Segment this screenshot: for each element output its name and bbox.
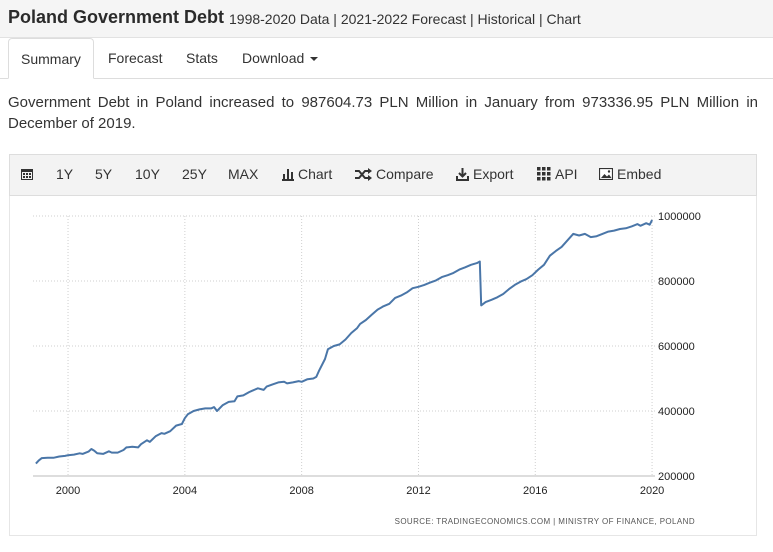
x-axis: 2000 2004 2008 2012 2016 2020 <box>56 485 665 497</box>
header: Poland Government Debt 1998-2020 Data | … <box>0 0 773 38</box>
chart-container: 200000 400000 600000 800000 1000000 2000 2004… <box>9 196 757 536</box>
tab-download-label: Download <box>242 50 305 66</box>
api-label: API <box>555 166 578 182</box>
chart-source: SOURCE: TRADINGECONOMICS.COM | MINISTRY … <box>395 517 695 526</box>
api-button[interactable]: API <box>537 166 578 182</box>
range-5y-label: 5Y <box>95 166 113 182</box>
chart-toolbar: 1Y 5Y 10Y 25Y MAX Chart Compare Export A… <box>9 154 757 196</box>
calendar-icon <box>21 169 33 180</box>
description: Government Debt in Poland increased to 9… <box>8 94 758 132</box>
bar-chart-icon <box>282 168 294 181</box>
chart-button[interactable]: Chart <box>282 166 332 182</box>
range-1y-label: 1Y <box>56 166 74 182</box>
tab-stats-label: Stats <box>186 50 218 66</box>
x-tick-label: 2016 <box>523 485 547 497</box>
range-5y-button[interactable]: 5Y <box>95 166 112 182</box>
page-title: Poland Government Debt <box>8 7 225 27</box>
range-10y-label: 10Y <box>135 166 160 182</box>
page-subtitle[interactable]: 1998-2020 Data | 2021-2022 Forecast | Hi… <box>229 11 581 27</box>
x-tick-label: 2008 <box>289 485 313 497</box>
tab-bar: Summary Forecast Stats Download <box>0 38 773 79</box>
export-button[interactable]: Export <box>456 166 513 182</box>
range-max-label: MAX <box>228 166 259 182</box>
export-label: Export <box>473 166 514 182</box>
compare-button[interactable]: Compare <box>354 166 434 182</box>
range-max-button[interactable]: MAX <box>228 166 258 182</box>
tab-download[interactable]: Download <box>242 38 319 79</box>
x-tick-label: 2000 <box>56 485 80 497</box>
y-tick-label: 400000 <box>658 406 695 418</box>
x-tick-label: 2012 <box>406 485 430 497</box>
y-tick-label: 800000 <box>658 276 695 288</box>
embed-button[interactable]: Embed <box>599 166 661 182</box>
download-icon <box>456 168 469 181</box>
range-1y-button[interactable]: 1Y <box>56 166 73 182</box>
range-25y-label: 25Y <box>182 166 207 182</box>
y-axis: 200000 400000 600000 800000 1000000 <box>658 211 701 483</box>
tab-stats[interactable]: Stats <box>186 38 218 79</box>
tab-summary-label: Summary <box>21 51 81 67</box>
x-tick-label: 2020 <box>640 485 664 497</box>
shuffle-icon <box>355 167 372 181</box>
grid-icon <box>537 167 551 181</box>
chart-grid <box>33 215 655 477</box>
series-line <box>35 219 653 465</box>
y-tick-label: 600000 <box>658 341 695 353</box>
tab-forecast[interactable]: Forecast <box>108 38 162 79</box>
x-tick-label: 2004 <box>173 485 197 497</box>
y-tick-label: 200000 <box>658 471 695 483</box>
chart-svg: 200000 400000 600000 800000 1000000 2000 2004… <box>33 211 701 526</box>
compare-label: Compare <box>376 166 434 182</box>
image-icon <box>599 168 613 180</box>
y-tick-label: 1000000 <box>658 211 701 223</box>
embed-label: Embed <box>617 166 662 182</box>
calendar-button[interactable] <box>20 167 38 181</box>
tab-forecast-label: Forecast <box>108 50 163 66</box>
caret-down-icon <box>310 57 319 62</box>
chart-label: Chart <box>298 166 333 182</box>
tab-summary[interactable]: Summary <box>8 38 94 79</box>
range-10y-button[interactable]: 10Y <box>135 166 160 182</box>
range-25y-button[interactable]: 25Y <box>182 166 207 182</box>
